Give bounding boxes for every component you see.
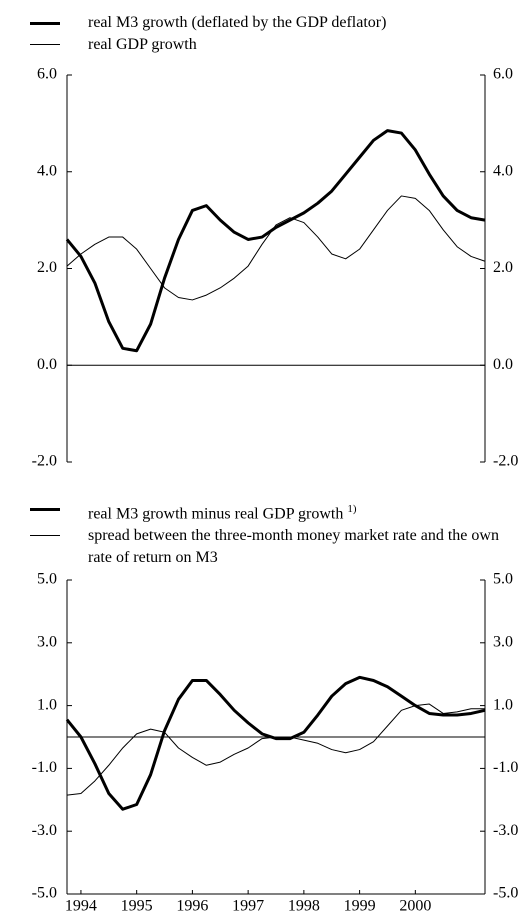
y-tick-label: 0.0	[37, 356, 57, 373]
legend-swatch	[30, 535, 60, 537]
y-tick-label: 4.0	[37, 162, 57, 179]
legend-swatch	[30, 508, 60, 511]
y2-tick-label: -5.0	[493, 885, 518, 902]
y2-tick-label: 3.0	[493, 633, 513, 650]
footnote-ref: 1)	[347, 503, 357, 515]
x-tick-label: 1995	[121, 898, 153, 915]
y2-tick-label: 1.0	[493, 696, 513, 713]
legend: real M3 growth minus real GDP growth 1) s…	[30, 498, 500, 569]
line-series	[65, 129, 486, 353]
x-tick-label: 1999	[344, 898, 376, 915]
y-tick-label: -5.0	[32, 885, 57, 902]
y-tick-label: -2.0	[32, 453, 57, 470]
y2-tick-label: 0.0	[493, 356, 513, 373]
y-tick-label: 2.0	[37, 259, 57, 276]
y-tick-label: -1.0	[32, 759, 57, 776]
legend-label: real GDP growth	[88, 36, 197, 53]
y-tick-label: 3.0	[37, 633, 57, 650]
y-tick-label: 1.0	[37, 696, 57, 713]
y2-tick-label: -1.0	[493, 759, 518, 776]
legend-label: spread between the three-month money mar…	[88, 527, 499, 567]
y2-tick-label: -3.0	[493, 822, 518, 839]
y-tick-label: 6.0	[37, 66, 57, 83]
x-tick-label: 1996	[176, 898, 208, 915]
line-series	[65, 675, 486, 811]
x-tick-label: 2000	[399, 898, 431, 915]
y2-tick-label: 2.0	[493, 259, 513, 276]
legend-item: real M3 growth (deflated by the GDP defl…	[30, 12, 500, 34]
legend-label: real M3 growth (deflated by the GDP defl…	[88, 14, 387, 31]
legend: real M3 growth (deflated by the GDP defl…	[30, 12, 500, 56]
legend-item: spread between the three-month money mar…	[30, 525, 500, 569]
y2-tick-label: 4.0	[493, 162, 513, 179]
legend-swatch	[30, 44, 60, 45]
legend-label: real M3 growth minus real GDP growth	[88, 505, 344, 523]
legend-item: real GDP growth	[30, 34, 500, 56]
y2-tick-label: 5.0	[493, 571, 513, 588]
x-tick-label: 1997	[232, 898, 264, 915]
x-tick-label: 1998	[288, 898, 320, 915]
y2-tick-label: -2.0	[493, 453, 518, 470]
y2-tick-label: 6.0	[493, 66, 513, 83]
legend-item: real M3 growth minus real GDP growth 1)	[30, 498, 500, 525]
y-tick-label: 5.0	[37, 571, 57, 588]
x-tick-label: 1994	[65, 898, 97, 915]
line-series	[66, 195, 486, 301]
legend-swatch	[30, 22, 60, 25]
line-series	[66, 703, 485, 796]
y-tick-label: -3.0	[32, 822, 57, 839]
